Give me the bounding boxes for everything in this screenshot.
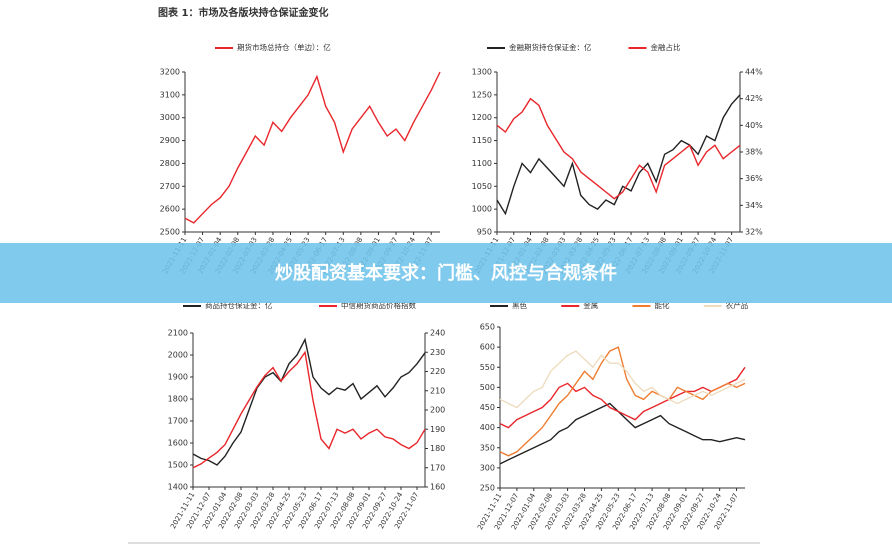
y-tick-label: 400 xyxy=(480,423,495,432)
y-tick-label: 2500 xyxy=(160,228,180,237)
series-line xyxy=(192,350,426,469)
y-tick-label: 1200 xyxy=(472,113,492,122)
y2-tick-label: 44% xyxy=(745,68,763,77)
y-tick-label: 2800 xyxy=(160,159,180,168)
y-tick-label: 1700 xyxy=(168,417,188,426)
y-tick-label: 1000 xyxy=(472,205,492,214)
y-tick-label: 350 xyxy=(480,443,495,452)
y-tick-label: 300 xyxy=(480,463,495,472)
legend-label: 金融期货持仓保证金：亿 xyxy=(509,42,592,52)
y2-tick-label: 170 xyxy=(430,463,445,472)
legend-label: 能化 xyxy=(655,300,670,310)
legend-label: 农产品 xyxy=(726,300,749,310)
y-tick-label: 550 xyxy=(480,363,495,372)
legend-label: 金融占比 xyxy=(651,42,681,52)
y2-tick-label: 240 xyxy=(430,329,445,338)
series-line xyxy=(496,97,741,200)
y-tick-label: 1250 xyxy=(472,90,492,99)
y-tick-label: 1400 xyxy=(168,483,188,492)
y-tick-label: 1100 xyxy=(472,159,492,168)
header-title: 图表 1：市场及各版块持仓保证金变化 xyxy=(158,6,328,19)
y-tick-label: 2900 xyxy=(160,136,180,145)
y-tick-label: 450 xyxy=(480,403,495,412)
y-tick-label: 600 xyxy=(480,343,495,352)
y-tick-label: 1150 xyxy=(472,136,492,145)
y-tick-label: 3100 xyxy=(160,90,180,99)
y-tick-label: 1900 xyxy=(168,373,188,382)
y2-tick-label: 40% xyxy=(745,121,763,130)
y-tick-label: 2100 xyxy=(168,329,188,338)
y2-tick-label: 210 xyxy=(430,386,445,395)
y-tick-label: 650 xyxy=(480,323,495,332)
y2-tick-label: 38% xyxy=(745,148,763,157)
series-line xyxy=(499,366,746,429)
y2-tick-label: 36% xyxy=(745,174,763,183)
y-tick-label: 1050 xyxy=(472,182,492,191)
y-tick-label: 950 xyxy=(477,228,492,237)
y2-tick-label: 34% xyxy=(745,201,763,210)
y-tick-label: 1800 xyxy=(168,395,188,404)
y2-tick-label: 200 xyxy=(430,406,445,415)
y-tick-label: 3000 xyxy=(160,113,180,122)
series-line xyxy=(499,350,746,409)
legend-label: 中信期货商品价格指数 xyxy=(341,300,416,310)
y-tick-label: 3200 xyxy=(160,68,180,77)
y-tick-label: 250 xyxy=(480,484,495,493)
series-line xyxy=(192,337,426,466)
banner xyxy=(0,243,892,303)
banner-text: 炒股配资基本要求：门槛、风控与合规条件 xyxy=(275,262,617,284)
series-line xyxy=(499,402,746,465)
y-tick-label: 2000 xyxy=(168,351,188,360)
y2-tick-label: 42% xyxy=(745,94,763,103)
y2-tick-label: 190 xyxy=(430,425,445,434)
y-tick-label: 2700 xyxy=(160,182,180,191)
y2-tick-label: 160 xyxy=(430,483,445,492)
legend-label: 期货市场总持仓（单边）：亿 xyxy=(237,42,331,52)
y-tick-label: 500 xyxy=(480,383,495,392)
series-line xyxy=(499,346,746,457)
y-tick-label: 2600 xyxy=(160,205,180,214)
y2-tick-label: 180 xyxy=(430,444,445,453)
y2-tick-label: 32% xyxy=(745,228,763,237)
y-tick-label: 1500 xyxy=(168,461,188,470)
y-tick-label: 1300 xyxy=(472,68,492,77)
legend-label: 金属 xyxy=(583,300,598,310)
y2-tick-label: 230 xyxy=(430,348,445,357)
y-tick-label: 1600 xyxy=(168,439,188,448)
y2-tick-label: 220 xyxy=(430,367,445,376)
legend-label: 商品持仓保证金：亿 xyxy=(205,300,273,310)
series-line xyxy=(184,71,441,224)
legend-label: 黑色 xyxy=(512,300,527,310)
